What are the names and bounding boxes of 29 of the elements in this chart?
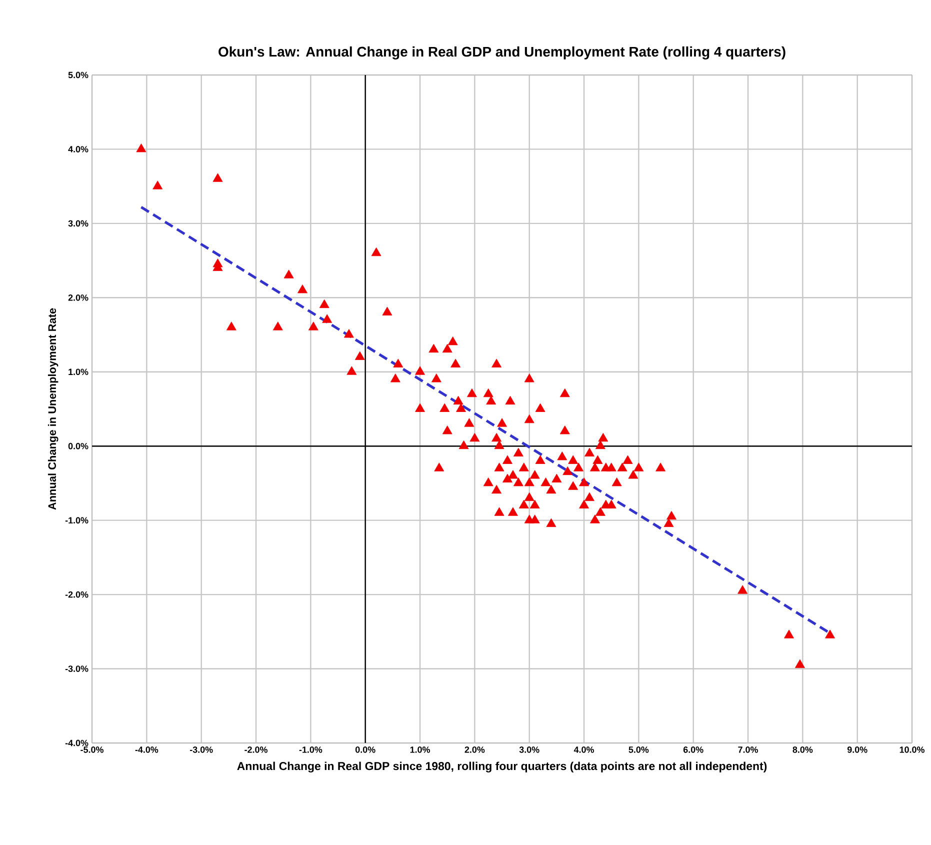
x-tick-label: -4.0% xyxy=(135,746,158,753)
x-tick-label: 9.0% xyxy=(847,746,868,753)
x-tick-label: 6.0% xyxy=(683,746,704,753)
x-tick-label: -2.0% xyxy=(244,746,268,753)
y-tick-label: -1.0% xyxy=(65,517,88,524)
x-tick-label: 1.0% xyxy=(410,746,430,753)
x-tick-label: 0.0% xyxy=(355,746,376,753)
y-tick-label: 4.0% xyxy=(68,146,88,152)
y-tick-label: -4.0% xyxy=(65,740,88,746)
y-tick-label: -2.0% xyxy=(65,591,88,598)
x-axis-title: Annual Change in Real GDP since 1980, rolling four quarters (data points are not all independent) xyxy=(237,762,767,772)
x-tick-label: -3.0% xyxy=(190,746,213,753)
x-tick-label: 5.0% xyxy=(628,746,649,753)
x-tick-label: 7.0% xyxy=(738,746,758,753)
y-tick-label: -3.0% xyxy=(65,666,88,672)
x-tick-label: -1.0% xyxy=(299,746,322,753)
y-tick-label: 1.0% xyxy=(68,368,88,376)
x-tick-label: -5.0% xyxy=(80,746,104,753)
x-tick-label: 3.0% xyxy=(519,746,540,753)
x-tick-label: 2.0% xyxy=(464,746,485,753)
chart-title: Okun's Law: Annual Change in Real GDP and Unemployment Rate (rolling 4 quarters) xyxy=(218,46,786,60)
x-tick-label: 10.0% xyxy=(900,746,924,753)
y-tick-label: 3.0% xyxy=(68,220,88,227)
x-tick-label: 8.0% xyxy=(792,746,813,753)
x-tick-label: 4.0% xyxy=(574,746,594,753)
y-tick-label: 2.0% xyxy=(68,294,88,301)
y-tick-label: 0.0% xyxy=(68,442,88,450)
y-axis-title: Annual Change in Unemployment Rate xyxy=(48,308,58,510)
y-tick-label: 5.0% xyxy=(68,72,88,78)
